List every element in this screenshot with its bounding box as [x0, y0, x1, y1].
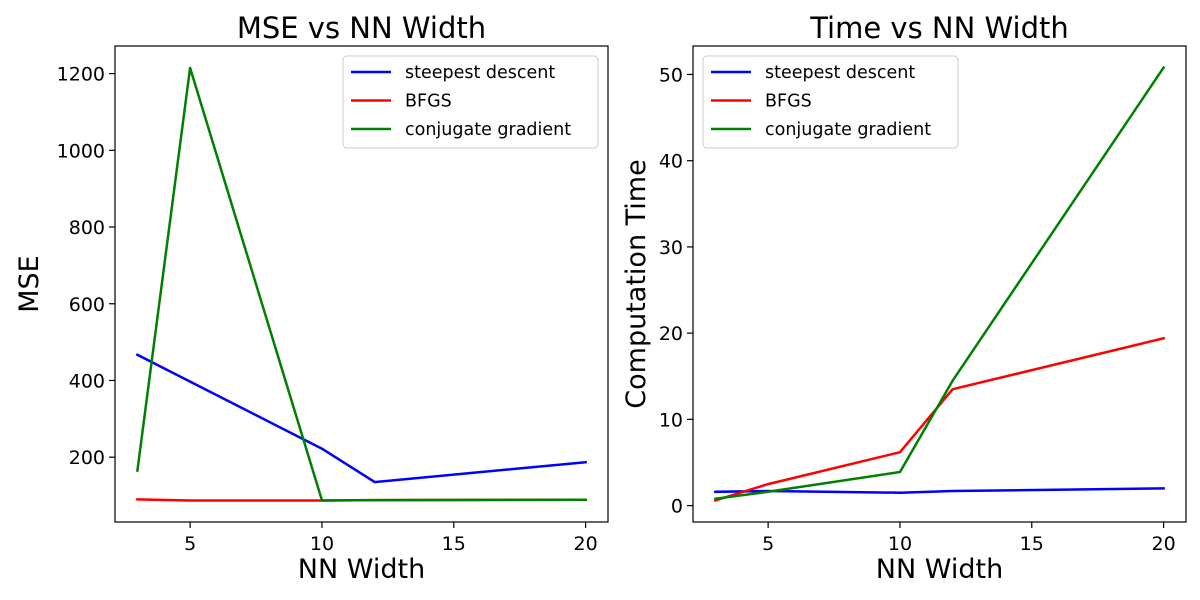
legend-label: steepest descent — [405, 63, 555, 83]
chart-title: MSE vs NN Width — [237, 11, 486, 45]
time-chart-panel: Time vs NN Width 5 10 15 20 0 10 20 30 40 50 NN Wid… — [621, 11, 1187, 585]
series-line-bfgs — [713, 336, 1166, 502]
y-tick-label: 40 — [659, 151, 683, 173]
y-tick-label: 10 — [659, 409, 683, 431]
legend-box — [702, 55, 959, 149]
y-tick-label: 800 — [69, 217, 105, 239]
plot-frame — [692, 45, 1187, 523]
x-tick-label: 5 — [184, 533, 196, 555]
plot-frame — [114, 45, 609, 523]
x-tick-label: 15 — [1020, 533, 1044, 555]
legend-label: conjugate gradient — [405, 120, 571, 140]
x-tick-label: 10 — [888, 533, 912, 555]
mse-chart-panel: MSE vs NN Width 5 10 15 20 200 400 600 800 1000 12… — [14, 11, 609, 585]
y-tick-label: 600 — [69, 294, 105, 316]
x-tick-label: 5 — [762, 533, 774, 555]
y-tick-label: 200 — [69, 447, 105, 469]
series-line-conjugate-gradient — [135, 66, 587, 502]
y-tick-label: 1200 — [57, 64, 105, 86]
y-tick-label: 1000 — [57, 140, 105, 162]
series-line-conjugate-gradient — [713, 65, 1166, 501]
y-tick-label: 50 — [659, 64, 683, 86]
series-line-steepest-descent — [714, 487, 1165, 494]
y-tick-label: 400 — [69, 370, 105, 392]
x-tick-label: 20 — [1151, 533, 1175, 555]
x-axis-label: NN Width — [876, 554, 1003, 585]
legend-label: BFGS — [405, 92, 452, 112]
x-tick-label: 20 — [573, 533, 597, 555]
x-axis-label: NN Width — [298, 554, 425, 585]
legend: steepest descent BFGS conjugate gradient — [702, 55, 959, 149]
chart-title: Time vs NN Width — [809, 11, 1069, 45]
y-axis-label: Computation Time — [621, 159, 652, 408]
legend-label: BFGS — [765, 92, 812, 112]
y-tick-label: 20 — [659, 323, 683, 345]
legend-label: conjugate gradient — [765, 120, 931, 140]
x-tick-label: 10 — [310, 533, 334, 555]
y-axis-label: MSE — [14, 255, 45, 313]
series-line-steepest-descent — [135, 353, 587, 484]
legend-box — [342, 55, 599, 149]
legend-label: steepest descent — [765, 63, 915, 83]
legend: steepest descent BFGS conjugate gradient — [342, 55, 599, 149]
x-tick-label: 15 — [442, 533, 466, 555]
y-tick-label: 30 — [659, 237, 683, 259]
y-tick-label: 0 — [671, 496, 683, 518]
